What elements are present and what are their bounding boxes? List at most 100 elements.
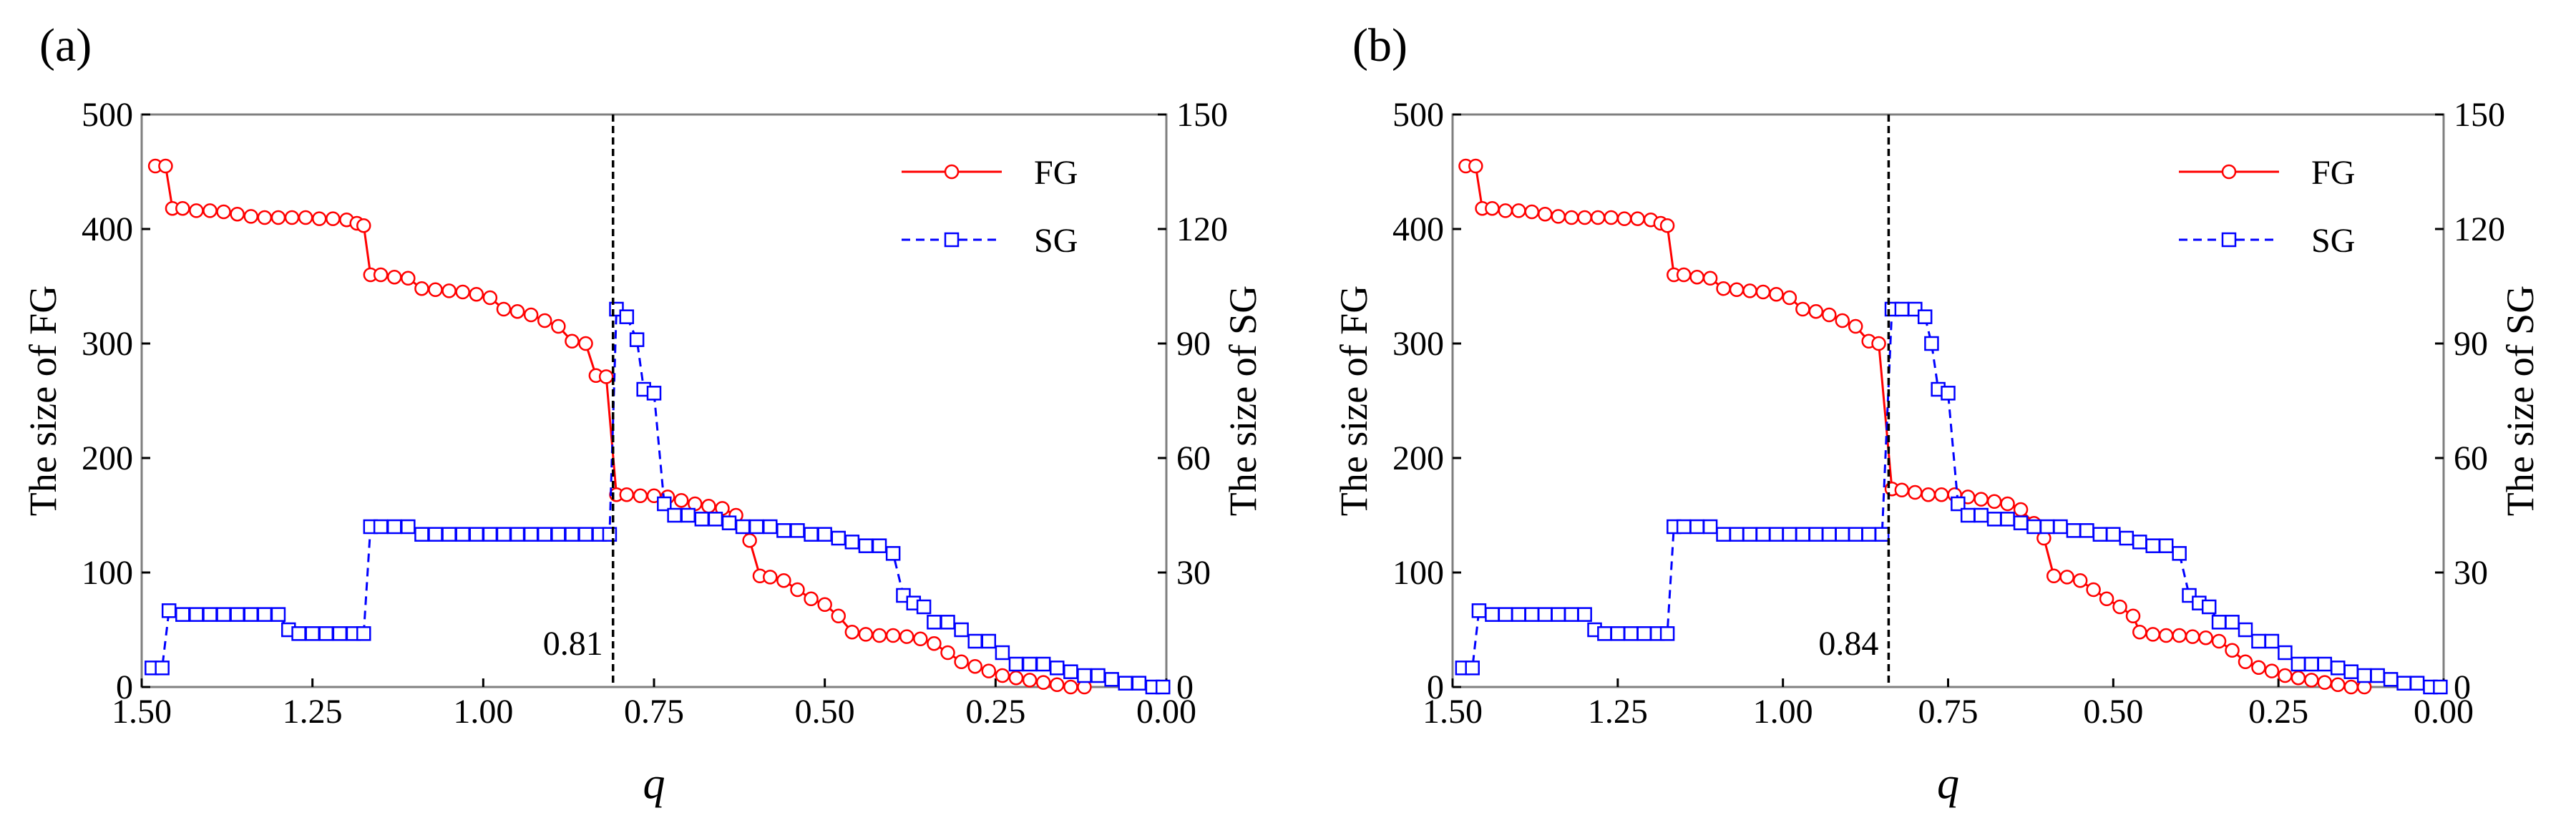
sg-point [2356, 668, 2372, 683]
sg-point [1636, 626, 1652, 641]
fg-point [763, 570, 778, 585]
sg-point [1155, 679, 1171, 695]
sg-point [2370, 668, 2385, 683]
sg-point [1131, 676, 1147, 691]
sg-point [356, 626, 371, 641]
sg-point [2251, 633, 2266, 649]
sg-point [1511, 607, 1526, 622]
sg-point [175, 607, 190, 622]
sg-point [629, 332, 645, 347]
sg-point [230, 607, 245, 622]
fg-point [2225, 643, 2240, 658]
sg-point [619, 309, 635, 324]
fg-point [386, 269, 402, 285]
x-tick-label: 1.50 [1423, 693, 1483, 731]
fg-point [1934, 487, 1949, 502]
y-right-tick-label: 90 [2454, 325, 2488, 363]
y-right-axis-title: The size of SG [2499, 286, 2542, 516]
sg-point [2383, 672, 2399, 687]
y-right-tick-label: 150 [2454, 96, 2505, 134]
sg-point [318, 626, 334, 641]
panel-b: (b)1.50 1.25 1.00 0.75 0.50 0.25 0.00010020030… [1332, 19, 2542, 808]
sg-point [2119, 530, 2135, 546]
fg-point [1616, 211, 1632, 226]
fg-point [1702, 271, 1718, 286]
sg-point [2396, 676, 2411, 691]
fg-point [482, 290, 498, 306]
sg-point [1974, 507, 1989, 523]
y-right-axis-title: The size of SG [1221, 286, 1264, 516]
y-left-tick-label: 300 [82, 325, 133, 363]
fg-point [1035, 675, 1051, 690]
fg-point [1835, 313, 1850, 328]
sg-point [2201, 599, 2217, 615]
sg-point [1008, 656, 1024, 672]
fg-point [1563, 210, 1579, 225]
y-right-tick-label: 0 [1176, 668, 1194, 706]
sg-point [748, 519, 764, 535]
fg-point [2331, 677, 2346, 693]
fg-point [1769, 286, 1784, 302]
y-left-tick-label: 100 [82, 554, 133, 592]
x-tick-label: 0.00 [2414, 693, 2474, 731]
legend-label-sg: SG [1034, 222, 1078, 260]
fg-point [804, 591, 819, 607]
sg-point [844, 535, 860, 550]
x-tick-label: 0.75 [624, 693, 684, 731]
sg-point [155, 661, 170, 676]
fg-point [1795, 301, 1810, 317]
sg-point [1848, 527, 1863, 542]
y-left-tick-label: 500 [82, 96, 133, 134]
fg-point [995, 668, 1010, 683]
fg-point [469, 286, 484, 302]
legend-marker-sg [2221, 232, 2237, 248]
sg-point [1022, 656, 1038, 672]
sg-point [1538, 607, 1553, 622]
x-tick-label: 0.50 [795, 693, 855, 731]
sg-point [2053, 519, 2068, 535]
sg-point [1610, 626, 1626, 641]
fg-point [1050, 677, 1065, 693]
sg-point [2331, 661, 2346, 676]
sg-point [831, 530, 847, 546]
sg-point [1104, 672, 1119, 687]
fg-point [2343, 679, 2358, 695]
sg-point [332, 626, 348, 641]
sg-point [954, 622, 969, 638]
fg-point [523, 307, 539, 323]
sg-point [667, 507, 682, 523]
sg-point [1702, 519, 1718, 535]
y-left-tick-label: 0 [116, 668, 133, 706]
sg-point [1498, 607, 1513, 622]
fg-point [311, 211, 327, 226]
fg-point [1524, 204, 1540, 220]
sg-point [967, 633, 982, 649]
sg-point [1874, 527, 1890, 542]
sg-point [203, 607, 218, 622]
sg-point [414, 527, 429, 542]
sg-point [291, 626, 306, 641]
y-left-tick-label: 400 [1392, 210, 1444, 248]
fg-point [967, 658, 982, 674]
x-tick-label: 1.25 [1588, 693, 1648, 731]
sg-point [1524, 607, 1540, 622]
fg-point [441, 283, 457, 298]
threshold-label: 0.81 [543, 625, 603, 663]
fg-point [1577, 210, 1592, 225]
fg-point [2000, 496, 2015, 512]
sg-point [2000, 512, 2015, 527]
sg-point [401, 519, 416, 535]
y-left-axis-title: The size of FG [1332, 286, 1375, 516]
sg-point [2304, 656, 2319, 672]
sg-point [995, 645, 1010, 661]
fg-point [1986, 494, 2002, 510]
fg-point [913, 631, 928, 647]
sg-point [428, 527, 443, 542]
sg-point [1755, 527, 1771, 542]
y-left-tick-label: 200 [1392, 439, 1444, 477]
fg-point [1921, 487, 1936, 502]
sg-point [1471, 603, 1487, 618]
y-right-tick-label: 90 [1176, 325, 1211, 363]
sg-point [858, 538, 874, 553]
sg-point [1659, 626, 1675, 641]
